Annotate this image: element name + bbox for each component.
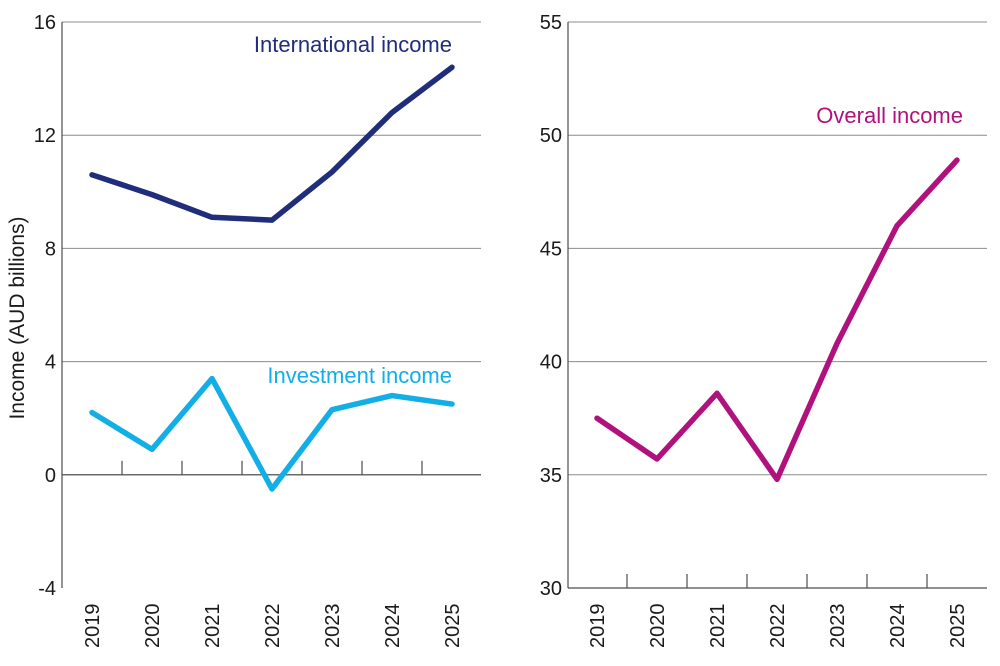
series-line-investment-income: [89, 375, 455, 492]
x-tick-label: 2021: [202, 604, 224, 649]
x-tick-label: 2019: [82, 604, 104, 649]
series-line-international-income: [89, 64, 455, 223]
series-label: International income: [254, 32, 452, 57]
y-tick-label: 16: [34, 12, 56, 34]
series-label: Overall income: [816, 103, 963, 128]
y-axis-title: Income (AUD billions): [6, 216, 29, 419]
x-tick-label: 2019: [587, 604, 609, 649]
series-line-overall-income: [594, 157, 960, 483]
x-tick-label: 2023: [827, 604, 849, 649]
y-tick-label: -4: [38, 578, 56, 600]
x-tick-label: 2020: [647, 604, 669, 649]
y-tick-label: 8: [45, 238, 56, 260]
x-tick-label: 2022: [262, 604, 284, 649]
y-tick-label: 45: [540, 238, 562, 260]
x-tick-label: 2025: [442, 604, 464, 649]
y-tick-label: 12: [34, 125, 56, 147]
left-panel: -4 0 4 8 12 16 2019 2020 2021 2022 2023 2024 2025 Int…: [34, 12, 481, 648]
x-tick-label: 2025: [947, 604, 969, 649]
series-label: Investment income: [267, 363, 452, 388]
y-tick-label: 0: [45, 465, 56, 487]
right-panel: 30 35 40 45 50 55 2019 2020 2021 2022 2023 2024 2025…: [540, 12, 987, 648]
y-tick-label: 35: [540, 465, 562, 487]
x-tick-label: 2023: [322, 604, 344, 649]
y-tick-label: 55: [540, 12, 562, 34]
x-tick-label: 2024: [382, 604, 404, 649]
x-tick-label: 2021: [707, 604, 729, 649]
x-tick-label: 2022: [767, 604, 789, 649]
x-tick-label: 2024: [887, 604, 909, 649]
y-tick-label: 40: [540, 352, 562, 374]
y-tick-label: 50: [540, 125, 562, 147]
y-tick-label: 30: [540, 578, 562, 600]
x-tick-label: 2020: [142, 604, 164, 649]
y-tick-label: 4: [45, 352, 56, 374]
